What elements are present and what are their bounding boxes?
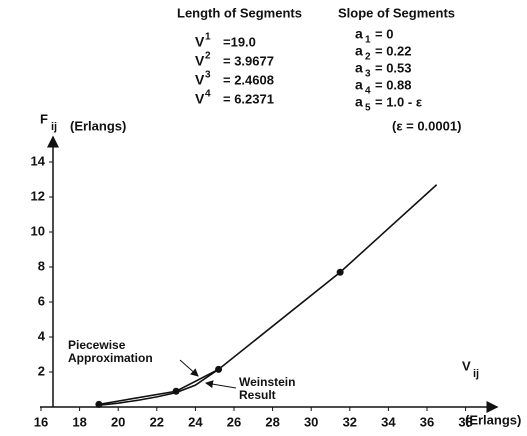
x-tick-label: 34	[381, 414, 396, 429]
pointer	[179, 359, 199, 377]
axis-symbol: V	[462, 358, 471, 373]
item-text: = 0	[375, 26, 393, 41]
point	[336, 268, 344, 276]
x-tick-label: 24	[188, 414, 203, 429]
axis-subscript: ij	[473, 368, 479, 380]
axis-symbol: F	[40, 111, 48, 126]
item-symbol: V	[195, 53, 205, 69]
item-text: = 0.88	[375, 77, 412, 92]
y-tick-label: 4	[38, 328, 46, 343]
note: (ε = 0.0001)	[392, 118, 461, 133]
x-tick-label: 22	[150, 414, 164, 429]
item-text: = 0.53	[375, 60, 412, 75]
y-tick-label: 8	[38, 258, 45, 273]
x-tick-label: 16	[34, 414, 48, 429]
item-text: = 1.0 - ε	[375, 94, 422, 109]
item-index: 3	[205, 70, 211, 81]
item-index: 5	[365, 103, 371, 114]
item-index: 1	[205, 32, 211, 43]
axis-unit: (Erlangs)	[70, 118, 126, 133]
item-text: = 0.22	[375, 43, 412, 58]
table-title: Length of Segments	[177, 5, 302, 20]
x-tick-label: 32	[343, 414, 357, 429]
series-line	[98, 368, 220, 407]
item-symbol: V	[195, 72, 205, 88]
x-tick-label: 26	[227, 414, 241, 429]
item-symbol: V	[195, 91, 205, 107]
item-symbol: a	[355, 43, 363, 59]
item-symbol: a	[355, 94, 363, 110]
item-text: = 2.4608	[223, 72, 274, 87]
item-symbol: V	[195, 34, 205, 50]
axis-subscript: ij	[51, 121, 57, 133]
x-tick-label: 30	[304, 414, 318, 429]
x-tick-label: 28	[265, 414, 279, 429]
y-tick-label: 10	[31, 223, 45, 238]
item-index: 2	[365, 52, 371, 63]
item-text: =19.0	[223, 34, 256, 49]
item-symbol: a	[355, 60, 363, 76]
point	[95, 400, 103, 408]
item-index: 4	[365, 86, 371, 97]
series-label: Weinstein Result	[239, 375, 296, 402]
item-index: 2	[205, 51, 211, 62]
item-text: = 6.2371	[223, 91, 274, 106]
x-tick-label: 36	[420, 414, 434, 429]
item-symbol: a	[355, 77, 363, 93]
x-tick-label: 18	[72, 414, 86, 429]
x-tick-label: 20	[111, 414, 125, 429]
y-tick-label: 14	[31, 153, 46, 168]
y-tick-label: 6	[38, 293, 45, 308]
series-line	[98, 184, 438, 406]
item-index: 4	[205, 89, 211, 100]
item-text: = 3.9677	[223, 53, 274, 68]
y-tick-label: 2	[38, 363, 45, 378]
series-label: Piecewise Approximation	[68, 338, 153, 365]
item-index: 1	[365, 35, 371, 46]
pointer	[205, 380, 237, 389]
x-tick-label: 38	[458, 414, 472, 429]
item-index: 3	[365, 69, 371, 80]
item-symbol: a	[355, 26, 363, 42]
axis-unit: (Erlangs)	[465, 412, 521, 427]
table-title: Slope of Segments	[338, 5, 455, 20]
y-tick-label: 12	[31, 188, 45, 203]
